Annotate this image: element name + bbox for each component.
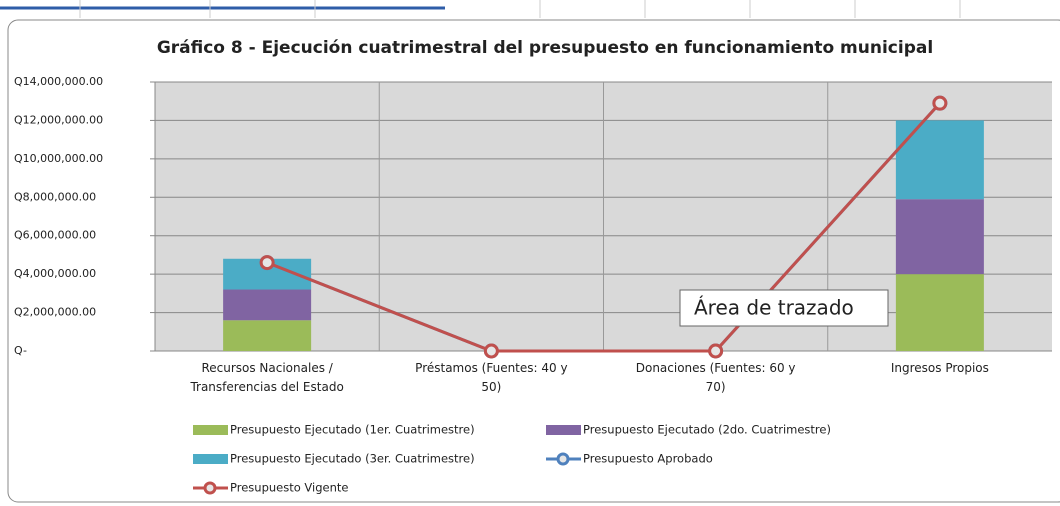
y-tick-label: Q6,000,000.00 xyxy=(14,229,96,242)
bar xyxy=(895,199,984,275)
bar xyxy=(223,289,312,321)
y-tick-label: Q4,000,000.00 xyxy=(14,267,96,280)
x-tick-label-box: Ingresos Propios xyxy=(890,361,989,375)
legend-marker xyxy=(203,481,217,495)
line-marker xyxy=(708,343,724,359)
x-tick-label: Ingresos Propios xyxy=(890,361,989,375)
legend-label: Presupuesto Aprobado xyxy=(583,452,713,466)
legend-marker xyxy=(556,452,570,466)
legend-label: Presupuesto Ejecutado (1er. Cuatrimestre… xyxy=(230,423,475,437)
x-tick-label: Préstamos (Fuentes: 40 y 50) xyxy=(415,361,568,394)
x-tick-label-box: Recursos Nacionales / Transferencias del… xyxy=(190,361,344,394)
y-tick-label: Q12,000,000.00 xyxy=(14,113,103,126)
line xyxy=(266,102,941,353)
y-tick-label: Q- xyxy=(14,344,27,357)
y-tick-label: Q8,000,000.00 xyxy=(14,190,96,203)
legend-label: Presupuesto Ejecutado (3er. Cuatrimestre… xyxy=(230,452,475,466)
tooltip: Área de trazado xyxy=(694,296,854,320)
bar xyxy=(223,320,312,351)
tooltip-box xyxy=(679,289,889,327)
legend-label: Presupuesto Vigente xyxy=(230,481,348,495)
x-tick-label: Recursos Nacionales / Transferencias del… xyxy=(190,361,344,394)
bar xyxy=(895,274,984,351)
line-marker xyxy=(259,255,275,271)
line-marker xyxy=(932,95,948,111)
y-tick-label: Q10,000,000.00 xyxy=(14,152,103,165)
x-tick-label: Donaciones (Fuentes: 60 y 70) xyxy=(635,361,796,394)
chart-title: Gráfico 8 - Ejecución cuatrimestral del … xyxy=(157,38,933,58)
bar xyxy=(895,120,984,200)
x-tick-label-box: Préstamos (Fuentes: 40 y 50) xyxy=(415,361,568,394)
sheet-header xyxy=(0,0,961,18)
x-tick-label-box: Donaciones (Fuentes: 60 y 70) xyxy=(635,361,796,394)
legend-swatch xyxy=(193,454,228,464)
y-tick-label: Q14,000,000.00 xyxy=(14,75,103,88)
legend-label: Presupuesto Ejecutado (2do. Cuatrimestre… xyxy=(583,423,831,437)
line-marker xyxy=(483,343,499,359)
legend-swatch xyxy=(193,425,228,435)
y-tick-label: Q2,000,000.00 xyxy=(14,306,96,319)
legend-swatch xyxy=(546,425,581,435)
